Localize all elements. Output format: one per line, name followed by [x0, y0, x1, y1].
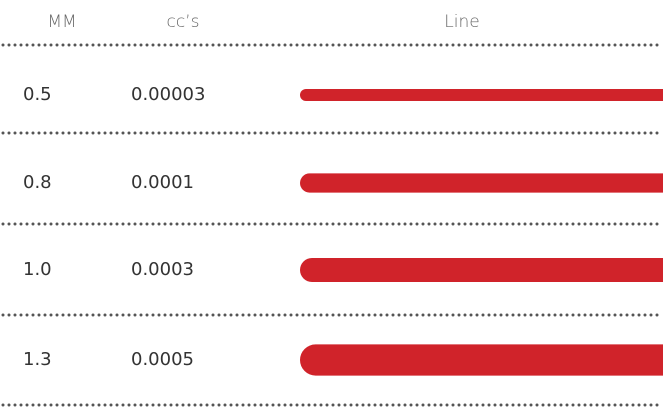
cc-value: 0.0001: [131, 172, 194, 193]
header-line: Line: [444, 12, 479, 32]
mm-value: 1.0: [23, 259, 52, 280]
header-cc: cc’s: [167, 12, 200, 32]
line-sample: [300, 344, 663, 376]
cc-value: 0.0005: [131, 349, 194, 370]
mm-value: 0.5: [23, 84, 52, 105]
line-sample: [300, 258, 663, 282]
mm-value: 1.3: [23, 349, 52, 370]
cc-value: 0.00003: [131, 84, 205, 105]
cc-value: 0.0003: [131, 259, 194, 280]
mm-value: 0.8: [23, 172, 52, 193]
line-sample: [300, 89, 663, 101]
header-mm: MM: [47, 12, 76, 32]
line-sample: [300, 173, 663, 193]
